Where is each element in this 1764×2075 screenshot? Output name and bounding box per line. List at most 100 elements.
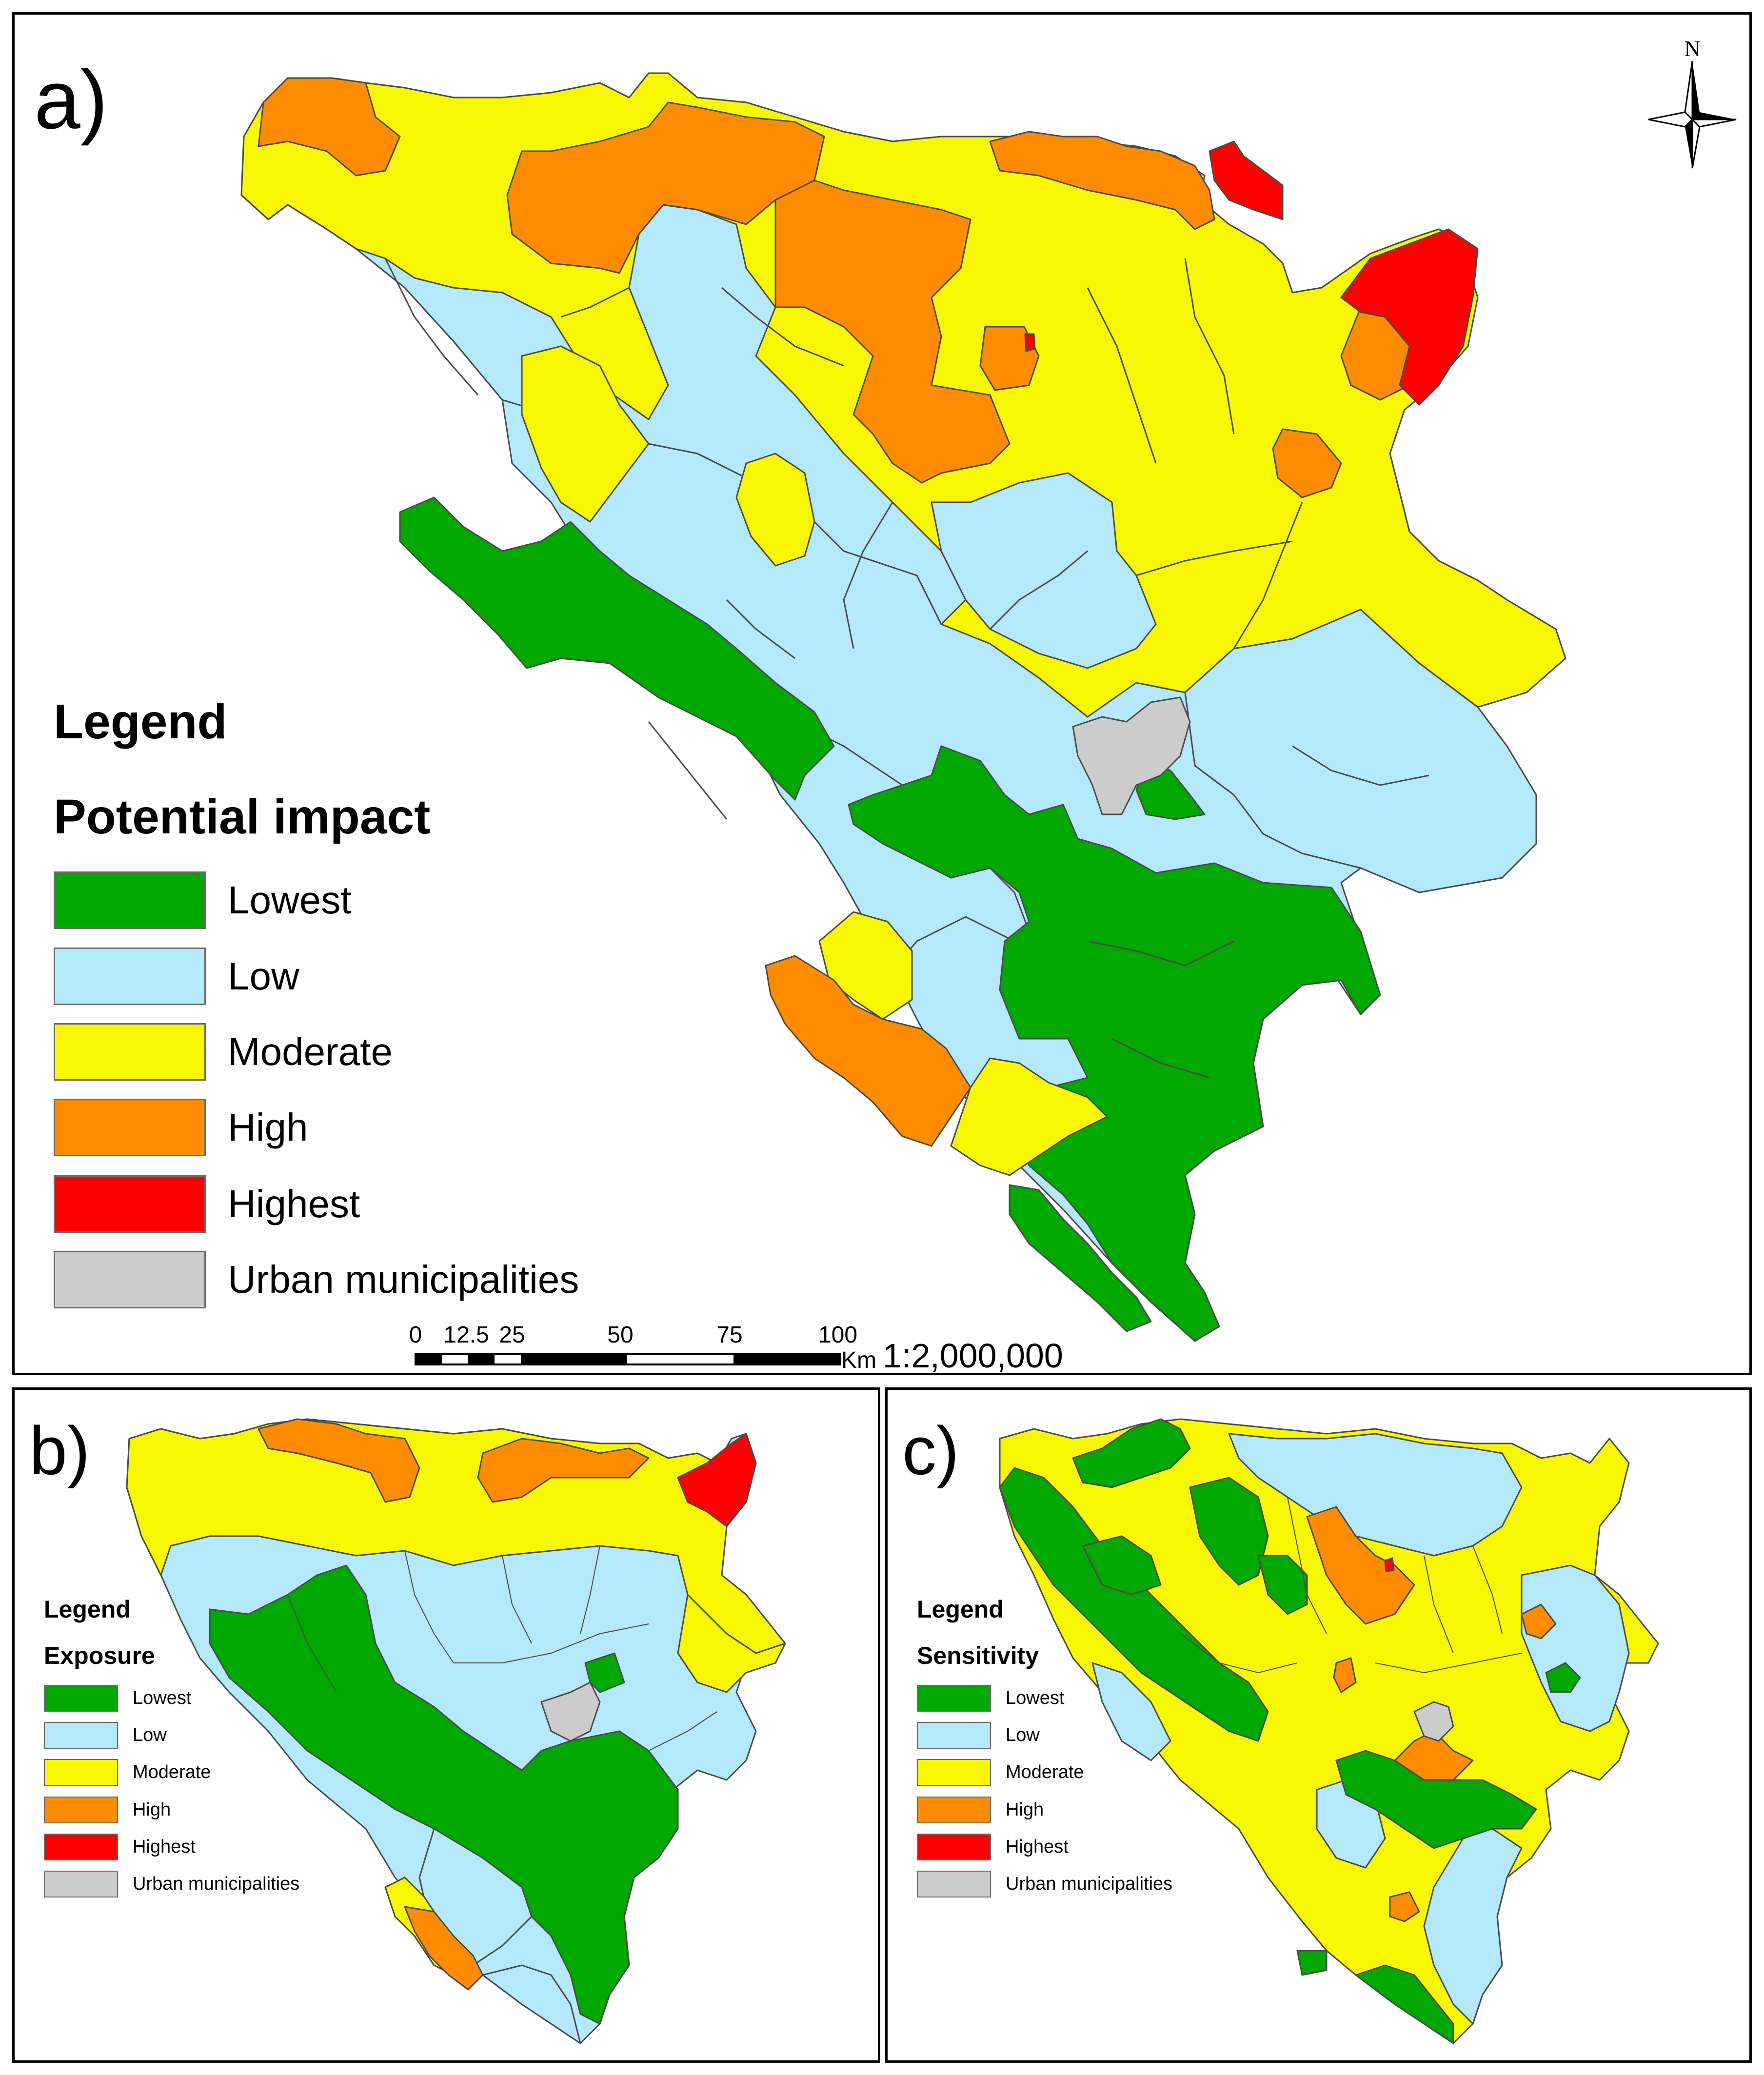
region-lowest-east (1545, 1662, 1581, 1693)
region-moderate-central (735, 453, 815, 567)
scale-ratio: 1:2,000,000 (883, 1337, 1063, 1375)
scale-tick: 75 (716, 1322, 743, 1348)
legend-item-lowest: Lowest (917, 1685, 1064, 1712)
legend-swatch (54, 948, 206, 1005)
region-urban (1072, 696, 1191, 815)
legend-item-high: High (54, 1099, 308, 1156)
legend-swatch (917, 1722, 991, 1749)
legend-exposure: Legend Exposure Lowest Low Moderate High… (44, 1597, 434, 2036)
region-highest (677, 1433, 757, 1527)
region-highest (1384, 1557, 1395, 1572)
legend-swatch (44, 1722, 118, 1749)
region-lowest-2 (1082, 1535, 1162, 1596)
legend-title: Legend (917, 1596, 1004, 1623)
region-lowest-small (584, 1652, 625, 1693)
legend-potential-impact: Legend Potential impact Lowest Low Moder… (54, 697, 590, 1331)
scale-tick: 12.5 (443, 1322, 489, 1348)
legend-subtitle: Exposure (44, 1642, 155, 1669)
region-low-north (1228, 1433, 1523, 1557)
legend-swatch (44, 1871, 118, 1897)
legend-swatch (54, 1099, 206, 1156)
legend-item-lowest: Lowest (44, 1685, 191, 1712)
legend-label: Low (228, 954, 299, 998)
legend-label: Urban municipalities (133, 1874, 300, 1894)
region-high-7 (979, 326, 1040, 391)
region-lowest-west (209, 1564, 679, 2025)
legend-label: Low (1006, 1725, 1040, 1745)
region-lowest-west (399, 496, 835, 801)
region-lowest-3 (1257, 1555, 1308, 1615)
potential-impact-map (240, 72, 1566, 1342)
north-label: N (1684, 36, 1700, 61)
region-low-central (931, 472, 1157, 669)
legend-swatch (54, 1023, 206, 1081)
legend-label: Highest (228, 1182, 360, 1225)
legend-item-lowest: Lowest (54, 871, 351, 929)
region-moderate-sw2 (950, 1057, 1108, 1176)
legend-swatch (917, 1834, 991, 1860)
legend-swatch (917, 1871, 991, 1897)
region-high-1 (1306, 1506, 1415, 1625)
legend-item-urban: Urban municipalities (44, 1871, 299, 1897)
region-lowest-south (848, 745, 1381, 1342)
legend-swatch (44, 1797, 118, 1823)
legend-item-moderate: Moderate (917, 1759, 1084, 1786)
panel-label-c: c) (902, 1412, 959, 1489)
region-high-4 (1521, 1603, 1557, 1640)
legend-item-highest: Highest (54, 1175, 360, 1233)
municipal-boundaries (1180, 1497, 1522, 1674)
legend-label: Urban municipalities (228, 1258, 579, 1301)
scale-tick: 0 (409, 1322, 422, 1348)
legend-label: High (1006, 1799, 1044, 1820)
legend-label: Highest (1006, 1837, 1069, 1857)
region-high-sw (765, 955, 971, 1147)
panel-exposure: b) Legend Exposure Lowest Low Moderate H… (12, 1387, 880, 2063)
legend-swatch (917, 1759, 991, 1786)
region-low-coast (482, 1964, 581, 2044)
region-low-south (1423, 1828, 1523, 2025)
legend-swatch (917, 1685, 991, 1712)
scale-tick: 50 (607, 1322, 634, 1348)
region-high-3 (774, 179, 1011, 484)
legend-label: Low (133, 1725, 167, 1745)
region-lowest-north (1072, 1418, 1191, 1488)
region-high-1 (258, 1418, 420, 1503)
region-high-sw (404, 1906, 484, 1991)
region-low-sw (1091, 1662, 1171, 1761)
municipal-boundaries (287, 1545, 717, 1751)
region-urban (540, 1681, 601, 1742)
region-highest-small (1024, 333, 1036, 352)
legend-item-highest: Highest (44, 1834, 196, 1860)
region-lowest-sw (1296, 1950, 1328, 1976)
panel-potential-impact: a) N Legend Potential impact Lowest Low … (12, 12, 1752, 1375)
panel-label-b: b) (29, 1412, 90, 1489)
region-high-5 (1333, 1657, 1357, 1693)
region-lowest-coast (1009, 1184, 1152, 1332)
region-urban (1413, 1701, 1454, 1742)
region-high-2 (1394, 1730, 1474, 1781)
panel-sensitivity: c) Legend Sensitivity Lowest Low Moderat… (885, 1387, 1752, 2063)
legend-item-urban: Urban municipalities (917, 1871, 1172, 1897)
legend-label: High (228, 1106, 308, 1149)
legend-item-low: Low (54, 948, 299, 1005)
legend-swatch (54, 871, 206, 929)
municipal-boundaries (384, 258, 1429, 1079)
exposure-map (126, 1418, 786, 2044)
region-highest-east (1340, 228, 1479, 406)
legend-subtitle: Potential impact (54, 790, 431, 844)
region-moderate-central2 (521, 345, 650, 523)
sensitivity-map (999, 1418, 1659, 2044)
legend-label: High (133, 1799, 171, 1820)
legend-item-low: Low (917, 1722, 1040, 1749)
scale-unit: Km (841, 1347, 876, 1373)
region-lowest-1 (1189, 1477, 1269, 1586)
legend-label: Moderate (228, 1030, 393, 1073)
region-high-1 (258, 77, 401, 177)
region-low-east (1521, 1564, 1630, 1732)
region-high-6 (1272, 428, 1342, 498)
region-high-4 (989, 131, 1215, 230)
region-highest-north (1209, 140, 1284, 220)
region-high-2 (477, 1438, 650, 1503)
legend-label: Urban municipalities (1006, 1874, 1173, 1894)
legend-swatch (54, 1251, 206, 1308)
